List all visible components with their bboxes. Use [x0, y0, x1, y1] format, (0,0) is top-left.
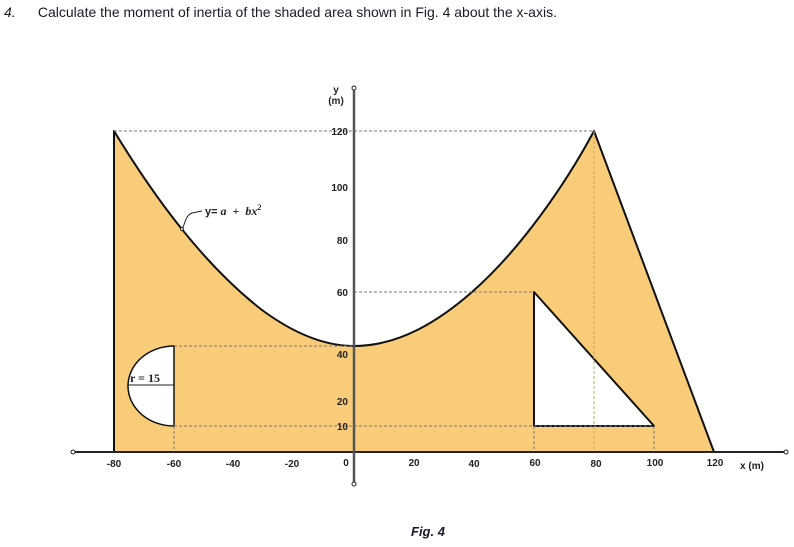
figure-caption: Fig. 4: [411, 524, 445, 539]
x-axis-left-end: [70, 449, 76, 455]
curve-label-leader: [181, 210, 203, 230]
semicircle-cutout: [127, 345, 175, 427]
y-tick-10: 10: [337, 422, 349, 433]
y-axis-label: y: [333, 85, 339, 96]
x-tick-20: 20: [408, 458, 420, 469]
x-tick-neg80: -80: [107, 459, 122, 470]
x-tick-neg20: -20: [285, 459, 300, 470]
problem-number: 4.: [4, 4, 16, 20]
x-tick-0: 0: [343, 458, 349, 469]
y-tick-100: 100: [331, 183, 348, 194]
dashed-guides: [114, 130, 655, 452]
x-tick-labels: -80 -60 -40 -20 0 20 40 60 80 100 120: [107, 458, 724, 470]
y-axis-unit: (m): [328, 96, 344, 107]
y-axis-top-end: [351, 85, 357, 91]
x-tick-neg40: -40: [226, 459, 241, 470]
y-tick-60: 60: [337, 288, 349, 299]
y-tick-40: 40: [337, 350, 349, 361]
problem-text: Calculate the moment of inertia of the s…: [37, 4, 557, 20]
x-tick-100: 100: [647, 458, 664, 469]
x-tick-neg60: -60: [167, 459, 182, 470]
x-tick-60: 60: [529, 458, 541, 469]
x-tick-80: 80: [590, 459, 602, 470]
curve-label-anchor: [180, 227, 184, 231]
problem-statement: 4. Calculate the moment of inertia of th…: [4, 4, 557, 20]
y-tick-120: 120: [331, 127, 348, 138]
x-tick-40: 40: [468, 459, 480, 470]
x-axis-right-end: [783, 449, 789, 455]
y-tick-20: 20: [337, 397, 349, 408]
y-tick-80: 80: [337, 236, 349, 247]
x-tick-120: 120: [707, 458, 724, 469]
x-axis-label: x (m): [740, 461, 764, 472]
y-tick-labels: 120 100 80 60 40 20 10: [331, 127, 348, 433]
radius-label: r = 15: [130, 371, 160, 385]
curve-equation-label: y= a + bx2: [205, 203, 261, 218]
y-axis-bottom-end: [351, 481, 357, 487]
